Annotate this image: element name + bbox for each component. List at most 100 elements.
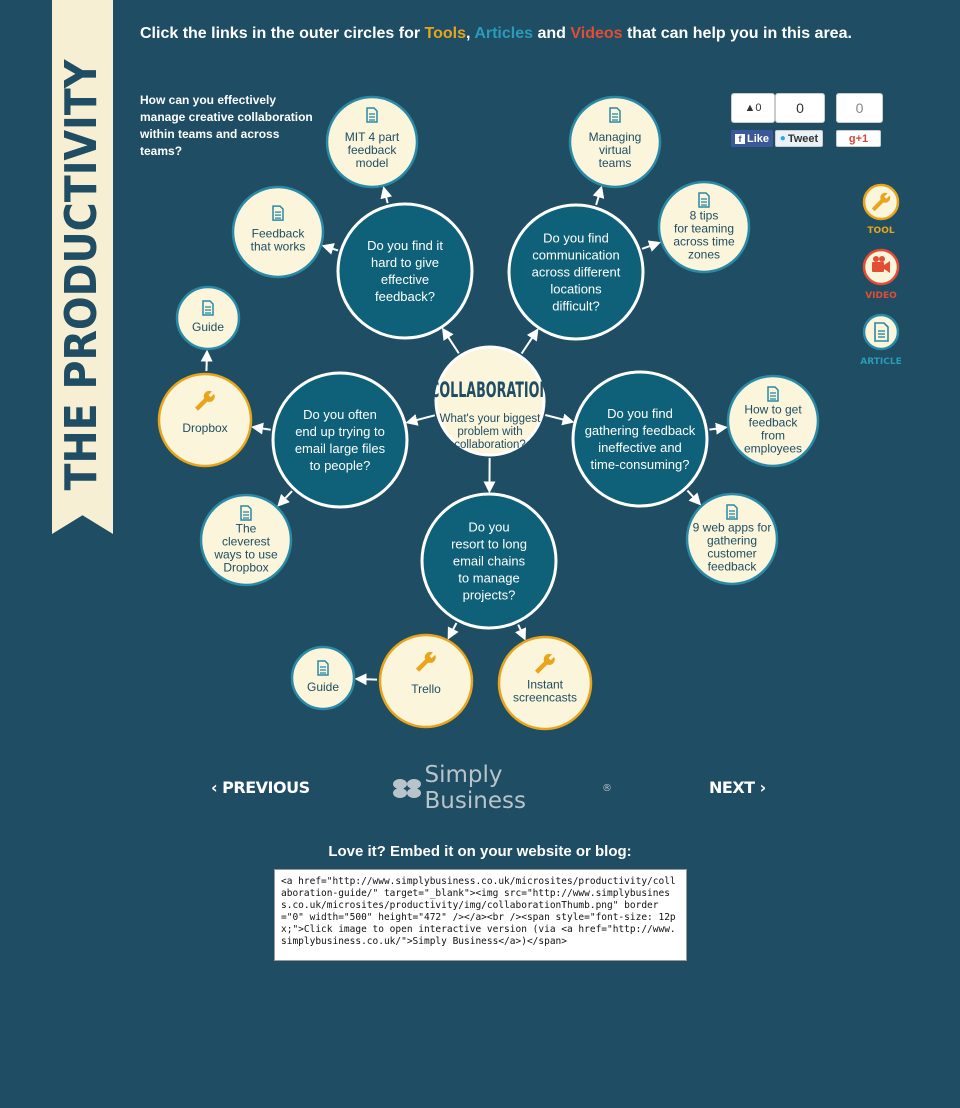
- diagram-nodes: Do you find it hard to give effective feedb…: [157, 95, 820, 731]
- resource-circle: [497, 635, 593, 731]
- arrow-to-virtual-teams: [592, 185, 605, 206]
- problem-node-feedback: Do you find it hard to give effective feedb…: [336, 202, 474, 340]
- resource-circle: [325, 95, 419, 189]
- resource-text-line: for teaming: [674, 222, 734, 236]
- resource-text-line: feedback: [708, 560, 758, 574]
- problem-text-line: Do you often: [303, 407, 377, 422]
- problem-node-email-chains: Do you resort to long email chains to manag…: [420, 492, 558, 630]
- arrow-to-large-files: [405, 414, 436, 426]
- tweet-count: 0: [775, 93, 825, 123]
- resource-circle: [231, 185, 325, 279]
- problem-text-line: Do you find: [543, 231, 609, 246]
- resource-circle: [175, 285, 241, 351]
- tools-keyword: Tools: [424, 25, 467, 42]
- resource-circle: [157, 372, 253, 468]
- simply-business-mark-icon: [393, 779, 421, 798]
- tweet-button[interactable]: ● Tweet: [775, 130, 823, 147]
- problem-text-line: feedback?: [375, 289, 435, 304]
- document-icon: [272, 205, 284, 221]
- document-icon: [609, 107, 621, 123]
- resource-text-line: Dropbox: [223, 561, 268, 575]
- resource-text-line: gathering: [707, 534, 757, 548]
- arrow-to-mit: [380, 186, 393, 204]
- arrow-to-web-apps: [686, 489, 702, 506]
- resource-text-line: Feedback: [252, 227, 306, 241]
- resource-text-line: ways to use: [213, 548, 278, 562]
- problem-text-line: locations: [550, 282, 602, 297]
- document-icon: [202, 300, 214, 316]
- facebook-like-button[interactable]: f Like: [731, 130, 773, 147]
- resource-circle: [378, 633, 474, 729]
- resource-circle: [685, 492, 779, 586]
- arrow-to-teaming-tips: [641, 240, 661, 252]
- videos-keyword: Videos: [570, 25, 623, 42]
- wrench-icon: [534, 653, 556, 674]
- google-plusone-button[interactable]: g +1: [836, 130, 881, 147]
- google-plus-icon: g: [848, 132, 856, 145]
- embed-code-textarea[interactable]: <a href="http://www.simplybusiness.co.uk…: [274, 869, 687, 961]
- resource-text-line: cleverest: [222, 535, 271, 549]
- problem-text-line: across different: [532, 265, 621, 280]
- resource-text-line: teams: [599, 156, 632, 170]
- problem-text-line: difficult?: [552, 299, 599, 314]
- problem-circle: [336, 202, 474, 340]
- problem-text-line: Do you find: [607, 406, 673, 421]
- previous-link[interactable]: ‹ PREVIOUS: [211, 778, 310, 797]
- embed-title: Love it? Embed it on your website or blo…: [328, 843, 632, 860]
- resource-text-line: 8 tips: [690, 209, 719, 223]
- problem-circle: [571, 370, 709, 508]
- resource-text-line: MIT 4 part: [345, 130, 400, 144]
- problem-text-line: Do you find it: [367, 238, 443, 253]
- problem-text-line: Do you: [468, 520, 509, 535]
- resource-text-line: How to get: [744, 403, 802, 417]
- resource-tool-dropbox[interactable]: Dropbox: [157, 372, 253, 468]
- resource-text-line: model: [356, 156, 389, 170]
- center-node: COLLABORATION What's your biggestproblem …: [430, 345, 550, 457]
- resource-circle: [726, 374, 820, 468]
- resource-article-trello-guide[interactable]: Guide: [290, 645, 356, 711]
- arrow-to-feedback: [441, 327, 460, 354]
- guiding-question: How can you effectively manage creative …: [140, 93, 313, 158]
- arrow-to-communication: [520, 328, 539, 355]
- resource-text-line: Dropbox: [182, 421, 227, 435]
- document-icon: [698, 192, 710, 208]
- document-icon: [366, 107, 378, 123]
- resource-text-line: Instant: [527, 678, 564, 692]
- arrow-to-gathering: [545, 413, 575, 426]
- legend-video-label: VIDEO: [865, 291, 897, 301]
- resource-text-line: feedback: [348, 143, 398, 157]
- resource-text-line: Managing: [589, 130, 642, 144]
- problem-text-line: email chains: [453, 554, 526, 569]
- legend-article-label: ARTICLE: [860, 357, 902, 367]
- resource-tool-trello[interactable]: Trello: [378, 633, 474, 729]
- center-subtitle-line: problem with: [457, 426, 522, 438]
- problem-text-line: projects?: [463, 588, 516, 603]
- wrench-icon: [194, 390, 216, 411]
- document-icon: [317, 660, 329, 676]
- resource-text-line: Guide: [192, 320, 224, 334]
- arrow-to-screencasts: [515, 624, 527, 641]
- resource-text-line: Trello: [411, 682, 441, 696]
- resource-article-dropbox-guide[interactable]: Guide: [175, 285, 241, 351]
- problem-text-line: effective: [381, 272, 429, 287]
- simply-business-logo: Simply Business ®: [392, 762, 612, 814]
- resource-circle: [657, 180, 751, 274]
- facebook-count: ▲0: [731, 93, 775, 123]
- arrow-to-trello: [447, 622, 459, 640]
- problem-text-line: ineffective and: [598, 440, 682, 455]
- resource-text-line: employees: [744, 442, 802, 456]
- center-subtitle-line: collaboration?: [454, 439, 526, 451]
- resource-text-line: The: [236, 522, 257, 536]
- resource-text-line: 9 web apps for: [693, 521, 772, 535]
- next-link[interactable]: NEXT ›: [709, 778, 766, 797]
- resource-text-line: from: [761, 429, 785, 443]
